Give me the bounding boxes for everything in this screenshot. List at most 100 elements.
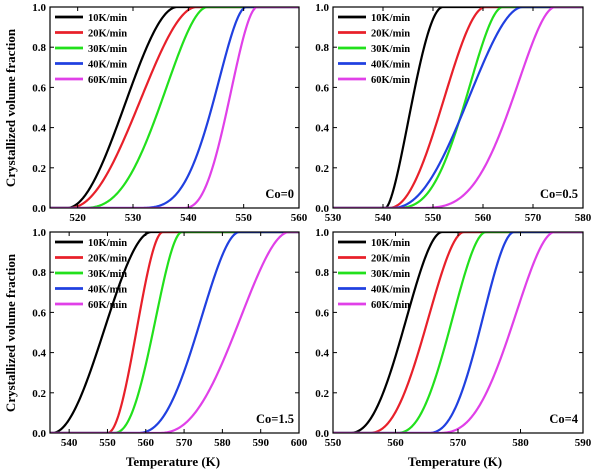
series-line-40K-min: [333, 232, 583, 433]
y-tick-label: 0.6: [32, 307, 46, 319]
y-tick-label: 0.2: [315, 388, 329, 400]
plot-frame: [49, 6, 300, 209]
x-tick-label: 550: [99, 437, 116, 449]
y-tick-label: 0.0: [32, 428, 46, 440]
panel-annotation: Co=0.5: [540, 187, 578, 201]
y-tick-label: 0.0: [315, 203, 329, 215]
x-tick-label: 550: [235, 212, 252, 224]
x-tick-label: 570: [176, 437, 193, 449]
y-tick-label: 0.4: [315, 123, 329, 135]
y-tick-label: 0.8: [32, 42, 46, 54]
x-axis-title-right: Temperature (K): [408, 454, 502, 469]
x-tick-label: 550: [325, 437, 342, 449]
y-tick-label: 0.2: [315, 163, 329, 175]
legend-label: 20K/min: [88, 254, 127, 265]
panel-annotation: Co=1.5: [256, 412, 294, 426]
x-tick-label: 570: [525, 212, 542, 224]
x-tick-label: 530: [325, 212, 342, 224]
x-tick-label: 560: [138, 437, 155, 449]
y-axis-title-top: Crystallized volume fraction: [3, 28, 18, 187]
legend-label: 40K/min: [371, 285, 410, 296]
series-line-60K-min: [50, 232, 299, 433]
legend-label: 10K/min: [371, 13, 410, 24]
plot-frame: [49, 231, 300, 434]
x-tick-label: 580: [214, 437, 231, 449]
series-line-30K-min: [333, 232, 583, 433]
y-tick-label: 0.6: [315, 82, 329, 94]
series-line-30K-min: [50, 232, 299, 433]
y-tick-label: 0.4: [315, 348, 329, 360]
x-tick-label: 590: [575, 437, 592, 449]
series-line-20K-min: [50, 7, 299, 208]
legend-label: 30K/min: [371, 269, 410, 280]
plot-frame: [332, 6, 584, 209]
y-tick-label: 0.8: [315, 42, 329, 54]
series-line-10K-min: [50, 232, 299, 433]
series-line-20K-min: [333, 7, 583, 208]
series-line-40K-min: [50, 7, 299, 208]
legend-label: 10K/min: [371, 238, 410, 249]
y-tick-label: 1.0: [315, 227, 329, 239]
legend-label: 10K/min: [88, 238, 127, 249]
legend-label: 60K/min: [371, 300, 410, 311]
legend-label: 60K/min: [88, 75, 127, 86]
y-tick-label: 0.2: [32, 163, 46, 175]
y-tick-label: 0.0: [32, 203, 46, 215]
x-tick-label: 520: [69, 212, 86, 224]
y-tick-label: 0.6: [315, 307, 329, 319]
legend-label: 60K/min: [88, 300, 127, 311]
legend: 10K/min 20K/min 30K/min 40K/min 60K/min: [55, 13, 127, 86]
legend-label: 20K/min: [371, 254, 410, 265]
series-group: [50, 232, 299, 433]
series-line-40K-min: [333, 7, 583, 208]
legend-label: 60K/min: [371, 75, 410, 86]
x-tick-label: 570: [450, 437, 467, 449]
y-tick-label: 1.0: [315, 2, 329, 14]
y-tick-label: 0.8: [315, 267, 329, 279]
x-tick-label: 560: [291, 212, 308, 224]
x-tick-label: 560: [475, 212, 492, 224]
x-tick-label: 550: [425, 212, 442, 224]
series-line-40K-min: [50, 232, 299, 433]
legend-label: 30K/min: [371, 44, 410, 55]
x-tick-label: 540: [375, 212, 392, 224]
x-tick-label: 590: [252, 437, 269, 449]
legend-label: 40K/min: [88, 285, 127, 296]
legend-label: 30K/min: [88, 44, 127, 55]
legend: 10K/min 20K/min 30K/min 40K/min 60K/min: [338, 13, 410, 86]
x-tick-label: 580: [512, 437, 529, 449]
legend-label: 10K/min: [88, 13, 127, 24]
y-axis-title-bottom: Crystallized volume fraction: [3, 253, 18, 412]
legend-label: 20K/min: [371, 29, 410, 40]
y-tick-label: 0.8: [32, 267, 46, 279]
panel-top-left: 520 530 540 550 560 0.0 0.2 0.4 0.6 0.8 1.0 10K/min…: [32, 2, 308, 224]
panel-top-right: 530 540 550 560 570 580 0.0 0.2 0.4 0.6 0.8 1.0 10K/…: [315, 2, 592, 224]
series-line-10K-min: [333, 232, 583, 433]
y-tick-label: 0.2: [32, 388, 46, 400]
panel-annotation: Co=4: [549, 412, 578, 426]
series-group: [333, 7, 583, 208]
x-tick-label: 580: [575, 212, 592, 224]
legend-label: 20K/min: [88, 29, 127, 40]
panel-bottom-left: 540 550 560 570 580 590 600 0.0 0.2 0.4 0.6 0.8 1.0 1…: [32, 227, 308, 449]
x-tick-label: 530: [125, 212, 142, 224]
x-tick-label: 540: [61, 437, 78, 449]
y-tick-label: 0.6: [32, 82, 46, 94]
x-tick-label: 560: [387, 437, 404, 449]
series-line-60K-min: [333, 232, 583, 433]
legend-label: 40K/min: [88, 60, 127, 71]
y-tick-label: 1.0: [32, 227, 46, 239]
y-tick-label: 0.4: [32, 123, 46, 135]
chart-panels: 520 530 540 550 560 0.0 0.2 0.4 0.6 0.8 1.0 10K/min…: [32, 2, 592, 449]
legend: 10K/min 20K/min 30K/min 40K/min 60K/min: [55, 238, 127, 311]
legend-label: 30K/min: [88, 269, 127, 280]
y-tick-label: 0.4: [32, 348, 46, 360]
y-tick-label: 0.0: [315, 428, 329, 440]
y-tick-label: 1.0: [32, 2, 46, 14]
x-tick-label: 600: [291, 437, 308, 449]
x-axis-title-left: Temperature (K): [126, 454, 220, 469]
legend-label: 40K/min: [371, 60, 410, 71]
legend: 10K/min 20K/min 30K/min 40K/min 60K/min: [338, 238, 410, 311]
series-line-60K-min: [333, 7, 583, 208]
